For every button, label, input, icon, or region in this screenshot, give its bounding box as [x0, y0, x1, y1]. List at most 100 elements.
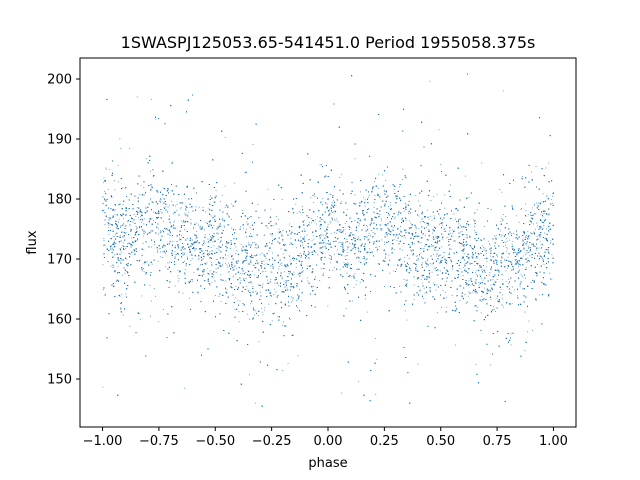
data-point	[257, 204, 259, 205]
data-point	[291, 299, 293, 301]
data-point	[459, 300, 461, 302]
data-point	[331, 212, 333, 213]
data-point	[543, 213, 545, 215]
data-point	[344, 249, 346, 251]
data-point	[346, 209, 348, 210]
data-point	[446, 306, 448, 308]
data-point	[219, 250, 221, 252]
data-point	[153, 211, 155, 213]
data-point	[450, 248, 452, 250]
data-point	[335, 220, 337, 222]
data-point	[335, 211, 337, 213]
data-point	[402, 217, 403, 219]
data-point	[217, 239, 219, 241]
data-point	[126, 258, 127, 260]
data-point	[164, 252, 166, 253]
data-point	[520, 274, 522, 276]
data-point	[183, 252, 185, 254]
data-point	[353, 244, 355, 245]
data-point	[469, 235, 471, 237]
data-point	[388, 206, 390, 207]
data-point	[186, 238, 188, 240]
data-point	[468, 280, 470, 282]
data-point	[312, 235, 314, 237]
data-point	[122, 187, 124, 189]
data-point	[209, 251, 211, 253]
data-point	[374, 195, 376, 197]
data-point	[297, 273, 299, 275]
data-point	[122, 217, 124, 219]
data-point	[252, 242, 254, 244]
data-point	[502, 90, 504, 92]
data-point	[339, 189, 341, 191]
data-point	[483, 226, 485, 227]
data-point	[273, 294, 275, 295]
data-point	[508, 260, 510, 262]
data-point	[467, 284, 469, 286]
data-point	[444, 207, 446, 209]
data-point	[393, 249, 395, 250]
data-point	[210, 195, 212, 197]
data-point	[299, 252, 301, 254]
data-point	[180, 220, 182, 222]
data-point	[527, 252, 529, 254]
data-point	[240, 226, 241, 228]
data-point	[481, 295, 483, 297]
data-point	[204, 241, 206, 243]
data-point	[482, 279, 484, 281]
data-point	[287, 362, 289, 364]
data-point	[530, 222, 532, 224]
data-point	[392, 227, 394, 229]
data-point	[114, 209, 116, 211]
data-point	[516, 258, 518, 260]
data-point	[330, 262, 332, 264]
data-point	[246, 259, 248, 261]
data-point	[474, 281, 476, 283]
data-point	[334, 218, 335, 220]
data-point	[329, 222, 331, 224]
data-point	[548, 214, 550, 216]
data-point	[140, 222, 142, 224]
data-point	[355, 248, 356, 250]
data-point	[474, 226, 475, 228]
data-point	[436, 267, 437, 268]
data-point	[136, 96, 138, 98]
data-point	[520, 304, 522, 305]
data-point	[433, 282, 435, 284]
data-point	[254, 402, 256, 404]
data-point	[104, 190, 105, 192]
data-point	[210, 236, 212, 238]
data-point	[247, 242, 249, 244]
data-point	[136, 228, 138, 230]
data-point	[384, 256, 386, 258]
data-point	[471, 257, 473, 259]
data-point	[419, 289, 421, 291]
data-point	[209, 270, 211, 272]
data-point	[455, 218, 457, 220]
data-point	[205, 250, 207, 251]
data-point	[252, 285, 254, 287]
data-point	[128, 148, 130, 149]
data-point	[539, 294, 541, 296]
data-point	[282, 325, 283, 326]
data-point	[109, 168, 111, 170]
data-point	[154, 244, 156, 246]
data-point	[319, 243, 321, 245]
data-point	[346, 266, 348, 268]
data-point	[212, 217, 214, 219]
data-point	[539, 236, 541, 238]
data-point	[287, 265, 289, 267]
data-point	[405, 218, 407, 220]
data-point	[475, 257, 477, 259]
data-point	[463, 234, 465, 235]
data-point	[213, 224, 215, 226]
data-point	[278, 265, 280, 267]
data-point	[426, 263, 428, 265]
data-point	[416, 270, 418, 272]
data-point	[180, 235, 182, 237]
data-point	[145, 158, 147, 160]
data-point	[113, 246, 115, 248]
data-point	[145, 231, 147, 233]
data-point	[551, 278, 553, 280]
data-point	[175, 205, 177, 207]
